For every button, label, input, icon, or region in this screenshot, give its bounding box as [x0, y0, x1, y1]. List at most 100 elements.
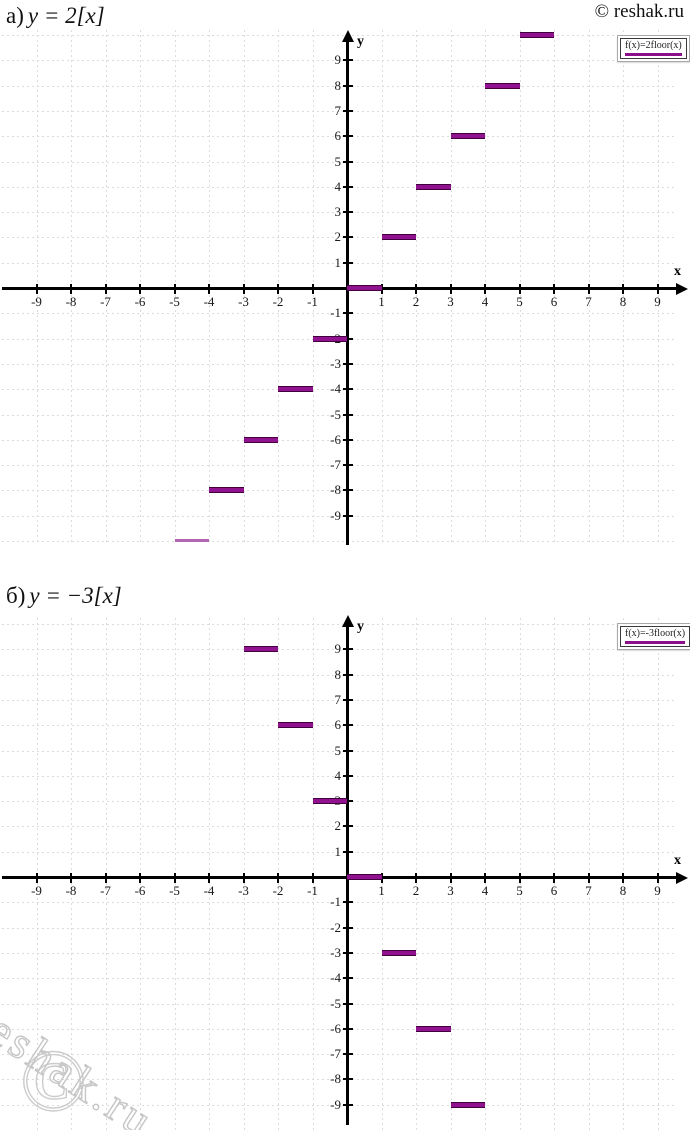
x-tick: [656, 284, 659, 294]
y-tick-label: -7: [330, 457, 341, 473]
y-tick-label: -9: [330, 507, 341, 523]
y-tick-label: 6: [334, 128, 342, 144]
y-tick-label: -1: [330, 894, 341, 910]
chart-a-legend-entry: f(x)=2floor(x): [620, 38, 687, 59]
gridline-horizontal: [2, 490, 676, 492]
x-axis-label: x: [674, 853, 681, 868]
y-tick-label: 1: [334, 843, 342, 859]
chart-a-legend-label: f(x)=2floor(x): [625, 40, 682, 51]
y-tick: [343, 951, 353, 954]
x-tick-label: 5: [516, 883, 523, 898]
gridline-horizontal: [2, 674, 676, 676]
x-tick-label: 3: [447, 294, 454, 309]
x-tick-label: 4: [481, 294, 489, 309]
x-tick-label: -4: [203, 883, 215, 898]
step-segment: [450, 1101, 485, 1108]
gridline-horizontal: [2, 826, 676, 828]
x-axis: [2, 287, 678, 290]
y-tick-label: 8: [334, 77, 342, 93]
x-tick-label: 9: [654, 294, 661, 309]
x-tick-label: 9: [654, 883, 661, 898]
x-tick: [70, 873, 72, 883]
y-tick-label: -9: [330, 1096, 341, 1112]
chart-a-title-prefix: а): [6, 3, 24, 28]
y-tick: [343, 825, 353, 828]
x-tick: [35, 873, 38, 883]
step-segment: [381, 234, 416, 241]
chart-b-legend-entry: f(x)=-3floor(x): [620, 626, 690, 647]
y-tick: [343, 1053, 353, 1056]
x-tick-label: -1: [307, 294, 318, 309]
x-tick: [104, 284, 107, 294]
x-tick: [622, 284, 624, 294]
y-tick-label: -5: [330, 406, 341, 422]
x-tick: [415, 873, 417, 883]
x-tick-label: -6: [134, 294, 146, 309]
x-tick-label: -7: [100, 883, 111, 898]
x-tick-label: -9: [31, 883, 42, 898]
y-tick: [343, 489, 353, 492]
y-tick: [343, 109, 353, 112]
x-tick-label: -5: [169, 294, 180, 309]
gridline-horizontal: [2, 262, 676, 264]
gridline-horizontal: [2, 1104, 676, 1106]
y-tick: [343, 312, 353, 315]
x-tick: [242, 284, 245, 294]
y-tick-label: 2: [334, 818, 342, 834]
x-axis-arrow: [676, 283, 688, 295]
gridline-horizontal: [2, 515, 676, 517]
y-tick: [343, 362, 353, 365]
y-tick: [343, 337, 353, 340]
x-tick: [70, 284, 72, 294]
x-tick: [553, 284, 555, 294]
x-tick: [104, 873, 107, 883]
step-segment: [347, 285, 382, 291]
x-tick-label: -2: [272, 294, 284, 309]
gridline-horizontal: [2, 439, 676, 441]
y-tick: [343, 749, 353, 752]
gridline-horizontal: [2, 902, 676, 904]
chart-b-legend-line-swatch: [625, 641, 686, 644]
y-tick: [343, 1002, 353, 1005]
gridline-horizontal: [2, 952, 676, 954]
x-tick-label: 1: [378, 883, 385, 898]
gridline-horizontal: [2, 237, 676, 239]
x-tick: [587, 873, 590, 883]
x-tick-label: 7: [585, 294, 592, 309]
x-tick: [484, 284, 486, 294]
x-tick-label: 6: [550, 883, 558, 898]
step-segment: [209, 487, 244, 494]
x-tick-label: 7: [585, 883, 592, 898]
y-tick: [343, 698, 353, 701]
y-tick-label: -5: [330, 995, 341, 1011]
x-tick-label: -5: [169, 883, 180, 898]
y-tick: [343, 160, 353, 163]
x-tick-label: 2: [412, 883, 420, 898]
y-tick: [343, 261, 353, 264]
x-tick: [311, 284, 314, 294]
x-axis: [2, 876, 678, 879]
x-tick-label: -7: [100, 294, 111, 309]
y-tick: [343, 84, 353, 87]
y-tick: [343, 59, 353, 62]
y-tick-label: 4: [334, 767, 342, 783]
y-tick: [343, 464, 353, 467]
y-tick-label: -7: [330, 1046, 341, 1062]
x-tick-label: 1: [378, 294, 385, 309]
step-segment: [347, 874, 382, 880]
x-axis-arrow: [676, 872, 688, 884]
gridline-horizontal: [2, 927, 676, 929]
x-tick-label: 8: [619, 294, 627, 309]
gridline-horizontal: [2, 313, 676, 315]
y-tick: [343, 1103, 353, 1106]
gridline-horizontal: [2, 775, 676, 777]
x-tick: [242, 873, 245, 883]
x-tick-label: -6: [134, 883, 146, 898]
y-axis-label: y: [357, 34, 364, 49]
step-segment: [450, 133, 485, 140]
x-tick-label: 2: [412, 294, 420, 309]
y-tick-label: -3: [330, 944, 341, 960]
y-tick-label: 9: [334, 641, 342, 657]
step-segment: [416, 1025, 451, 1032]
